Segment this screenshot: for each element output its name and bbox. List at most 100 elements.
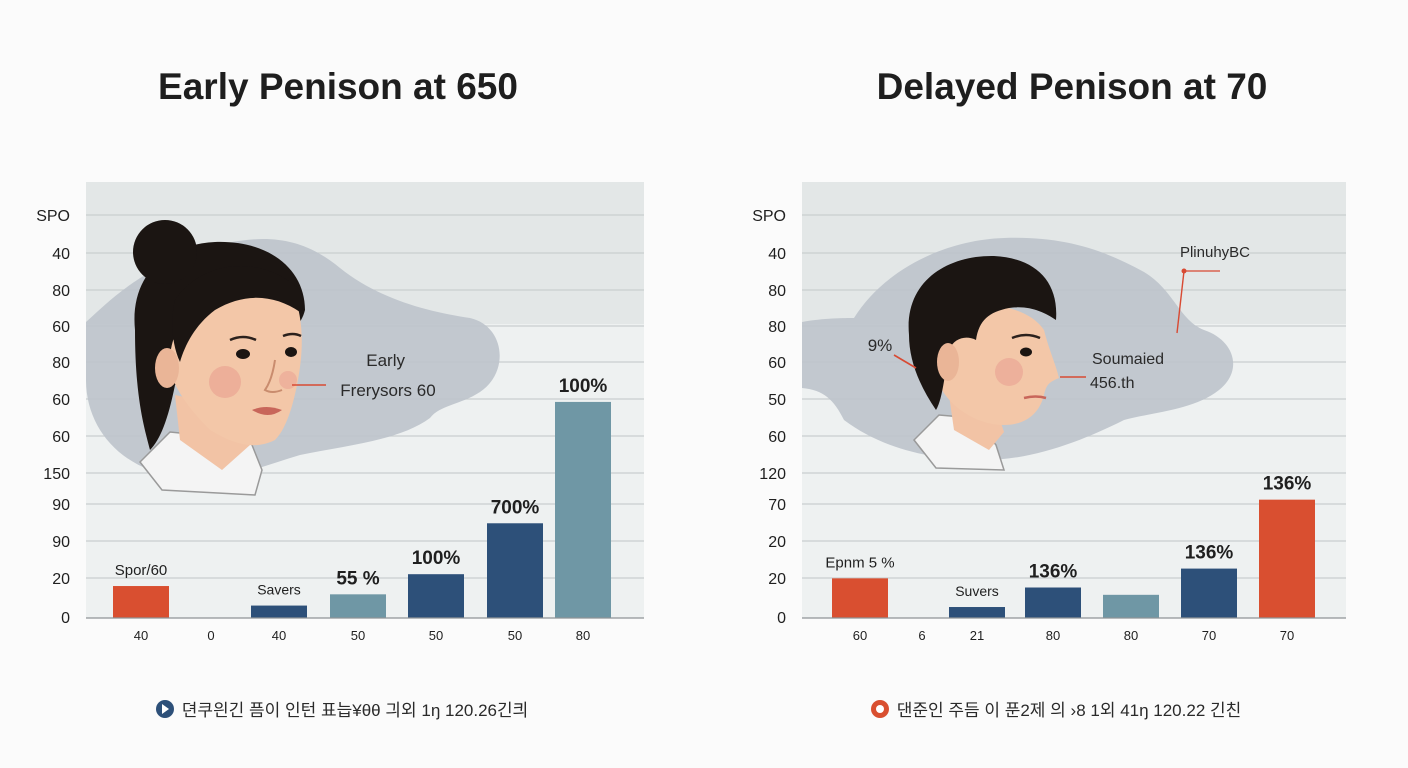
bar	[1025, 587, 1081, 618]
play-circle-icon	[155, 699, 174, 718]
y-tick-label: 80	[768, 283, 786, 300]
y-tick-label: 20	[52, 571, 70, 588]
bar-data-label: Epnm 5 %	[825, 554, 894, 571]
y-axis-ticks: SPO 40 80 80 60 50 60 120 70 20 20 0	[752, 208, 786, 627]
bar	[949, 607, 1005, 618]
x-tick-label: 70	[1202, 628, 1216, 643]
bar-data-label: 100%	[412, 548, 461, 569]
bar	[330, 594, 386, 618]
x-tick-label: 6	[918, 628, 925, 643]
mouth	[252, 407, 282, 415]
y-tick-label: 90	[52, 497, 70, 514]
y-tick-label: 20	[768, 571, 786, 588]
legend: 뎐쿠읜긴 픔이 인턴 표늡¥θθ 긔외 1ŋ 120.26긴킈	[0, 696, 694, 721]
y-tick-label: 60	[52, 392, 70, 409]
x-tick-label: 21	[970, 628, 984, 643]
woman-illustration	[133, 220, 305, 496]
brow	[1011, 333, 1041, 340]
bar-labels: Epnm 5 % Suvers 136% 136% 136%	[825, 474, 1311, 599]
y-axis-ticks: SPO 40 80 60 80 60 60 150 90 90 20 0	[36, 208, 70, 627]
cheek-left	[209, 366, 241, 398]
bar-data-label: 136%	[1029, 562, 1078, 583]
x-tick-label: 40	[272, 628, 286, 643]
y-tick-label: 60	[768, 355, 786, 372]
x-tick-label: 70	[1280, 628, 1294, 643]
early-pension-chart: Early Frerysors 60 Spor/60 Savers 55 % 100%…	[36, 182, 644, 643]
x-tick-label: 80	[1124, 628, 1138, 643]
y-tick-label: 60	[768, 429, 786, 446]
man-illustration	[908, 255, 1059, 471]
x-tick-label: 80	[576, 628, 590, 643]
hair-bun	[133, 220, 197, 284]
x-axis-ticks: 60 6 21 80 80 70 70	[853, 628, 1294, 643]
y-tick-label: 80	[52, 283, 70, 300]
y-tick-label: 70	[768, 497, 786, 514]
legend-text: 댄준인 주듬 이 푼2제 의 ›8 1외 41ŋ 120.22 긴친	[896, 701, 1242, 720]
record-circle-icon	[870, 699, 889, 718]
y-tick-label: 60	[52, 429, 70, 446]
chart-title: Early Penison at 650	[158, 66, 518, 107]
y-tick-label: 40	[52, 246, 70, 263]
x-tick-label: 60	[853, 628, 867, 643]
x-tick-label: 40	[134, 628, 148, 643]
y-tick-label: 150	[43, 466, 70, 483]
delayed-pension-chart: 9% Soumaied 456.th PlinuhyBC Epnm 5 % Suv…	[752, 182, 1346, 643]
annotation-label: Soumaied 456.th	[1090, 351, 1169, 392]
x-tick-label: 50	[429, 628, 443, 643]
bar	[487, 523, 543, 618]
hair-front	[172, 266, 304, 362]
bar	[1259, 499, 1315, 618]
x-tick-label: 80	[1046, 628, 1060, 643]
annotation-line-2: Frerysors 60	[340, 381, 435, 400]
callout-label: PlinuhyBC	[1180, 244, 1250, 261]
bars	[832, 499, 1315, 618]
bar-data-label: Suvers	[955, 583, 999, 599]
bar-data-label: Spor/60	[115, 562, 168, 579]
legend-text: 뎐쿠읜긴 픔이 인턴 표늡¥θθ 긔외 1ŋ 120.26긴킈	[181, 701, 529, 720]
callout-dot	[1181, 268, 1187, 274]
eye	[1020, 347, 1032, 357]
cheek-right	[279, 371, 297, 389]
eye-right	[285, 347, 297, 357]
nose	[263, 359, 283, 393]
y-tick-label: 120	[759, 466, 786, 483]
annotation-line-1: Soumaied	[1092, 351, 1164, 368]
bar	[408, 574, 464, 618]
bar	[832, 578, 888, 618]
bar	[1181, 568, 1237, 618]
y-tick-label: 40	[768, 246, 786, 263]
brow-right	[282, 332, 302, 338]
brow-left	[229, 335, 257, 342]
cheek	[995, 358, 1023, 386]
annotation-percent: 9%	[868, 336, 893, 355]
y-tick-label: 0	[777, 610, 786, 627]
bar-data-label: 100%	[559, 376, 608, 397]
face	[169, 291, 302, 446]
y-tick-label: 0	[61, 610, 70, 627]
bar	[251, 605, 307, 618]
bar-data-label: 136%	[1185, 543, 1234, 564]
bar-labels: Spor/60 Savers 55 % 100% 700% 100%	[115, 376, 608, 598]
callout-pointer	[1176, 270, 1185, 334]
bar	[555, 401, 611, 618]
eye-left	[236, 349, 250, 359]
legend: 댄준인 주듬 이 푼2제 의 ›8 1외 41ŋ 120.22 긴친	[704, 696, 1408, 721]
y-tick-label: 60	[52, 319, 70, 336]
y-tick-label: 80	[768, 319, 786, 336]
bar	[113, 586, 169, 618]
ear	[155, 348, 179, 388]
x-tick-label: 50	[508, 628, 522, 643]
bar-data-label: 700%	[491, 497, 540, 518]
y-tick-label: SPO	[752, 208, 786, 225]
bar-data-label: Savers	[257, 582, 301, 598]
percent-leader	[893, 354, 917, 369]
early-pension-panel: Early Penison at 650 Early Frerysors 60	[0, 66, 694, 721]
bar-data-label: 136%	[1263, 474, 1312, 495]
y-tick-label: 80	[52, 355, 70, 372]
x-tick-label: 50	[351, 628, 365, 643]
y-tick-label: 90	[52, 534, 70, 551]
y-tick-label: 20	[768, 534, 786, 551]
bar-data-label: 55 %	[336, 568, 379, 589]
x-axis-ticks: 40 0 40 50 50 50 80	[134, 628, 590, 643]
bar	[1103, 594, 1159, 618]
